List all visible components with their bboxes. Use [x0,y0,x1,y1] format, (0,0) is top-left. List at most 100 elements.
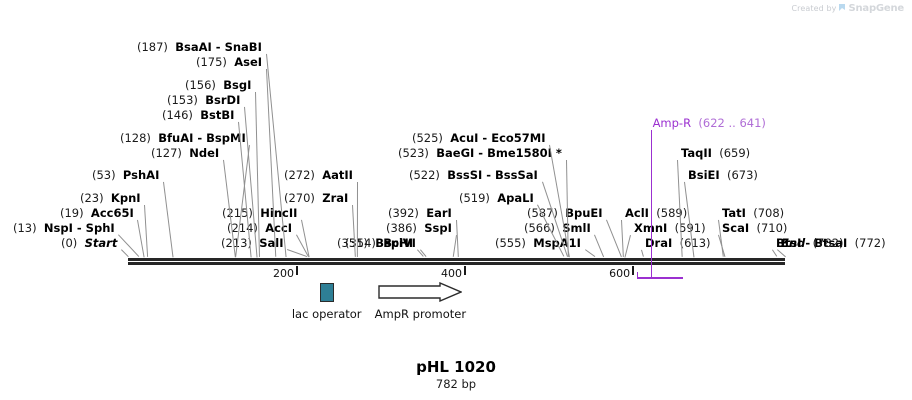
feature-label-lac-operator: lac operator [291,307,362,321]
enzyme-site-label: (386) SspI [386,221,452,235]
feature-ampr-promoter-arrow[interactable] [378,282,463,302]
site-enzymes: BsrDI [205,93,241,107]
enzyme-site-label: (187) BsaAI - SnaBI [137,40,262,54]
backbone-strand-top [128,258,785,261]
enzyme-site-label: ScaI (710) [722,221,787,235]
enzyme-site-label: (392) EarI [388,206,452,220]
site-position: (214) [227,221,258,235]
feature-ampr-marker-line [650,130,653,277]
site-enzymes: NspI - SphI [43,221,115,235]
snapgene-watermark: Created by SnapGene [791,3,904,14]
site-position: (354) [345,236,376,250]
site-position: (523) [398,146,429,160]
site-position: (519) [459,191,490,205]
site-position: (146) [162,108,193,122]
ruler-tick [296,266,299,275]
label-gap [667,221,674,235]
leader-line [163,181,174,257]
leader-line [452,235,457,258]
leader-line [772,249,778,257]
leader-line [594,234,605,257]
site-enzymes: ZraI [322,191,349,205]
site-position: (351) [337,236,368,250]
site-position: (659) [719,146,751,160]
label-gap [116,168,123,182]
site-enzymes: AatII [322,168,353,182]
site-enzymes: BciVI [383,236,416,250]
site-position: (525) [412,131,443,145]
site-enzymes: BtsI - BtsaI [776,236,848,250]
site-enzymes: End [781,236,806,250]
enzyme-site-label: BtsI - BtsaI (772) [776,236,886,250]
site-position: (589) [656,206,688,220]
site-enzymes: SspI [424,221,452,235]
feature-name-amp-r: Amp-R [652,116,692,130]
site-enzymes: AccI [265,221,293,235]
site-enzymes: DraI [645,236,673,250]
enzyme-site-label: XmnI (591) [634,221,706,235]
feature-lac-operator[interactable] [319,283,334,302]
site-position: (13) [13,221,37,235]
watermark-brand: SnapGene [848,3,904,14]
feature-ampr-range-bracket[interactable] [636,277,683,279]
site-enzymes: BpuEI [565,206,603,220]
site-enzymes: Start [84,236,118,250]
ruler-tick [632,266,635,275]
site-enzymes: AcuI - Eco57MI [450,131,546,145]
leader-line [641,249,644,257]
enzyme-site-label: (351) BspHI [337,236,413,250]
site-position: (53) [92,168,116,182]
enzyme-site-label: (354) BciVI [345,236,416,250]
site-enzymes: BspHI [375,236,413,250]
site-position: (127) [151,146,182,160]
site-enzymes: BsiEI [688,168,720,182]
enzyme-site-label: (522) BssSI - BssSaI [409,168,538,182]
backbone-strand-bottom [128,262,785,265]
site-position: (19) [60,206,84,220]
enzyme-site-label: AclI (589) [625,206,687,220]
site-enzymes: SmlI [562,221,591,235]
leader-line [144,204,149,257]
site-enzymes: HincII [260,206,298,220]
enzyme-site-label: (19) Acc65I [60,206,134,220]
site-enzymes: BfuAI - BspMI [158,131,246,145]
site-position: (522) [409,168,440,182]
enzyme-site-label: (156) BsgI [185,78,251,92]
feature-label-ampr-promoter: AmpR promoter [374,307,467,321]
leader-line [777,249,786,257]
plasmid-length: 782 bp [435,377,477,391]
leader-line [584,249,595,257]
label-gap [104,191,111,205]
site-enzymes: PshAI [122,168,160,182]
enzyme-site-label: (13) NspI - SphI [13,221,115,235]
watermark-prefix: Created by [791,4,837,13]
site-enzymes: AseI [234,55,263,69]
ruler-tick-label: 200 [273,267,295,280]
enzyme-site-label: (53) PshAI [92,168,159,182]
leader-line [356,182,358,258]
ruler-tick [464,266,467,275]
enzyme-site-label: (153) BsrDI [167,93,240,107]
enzyme-site-label: End (782) [781,236,844,250]
enzyme-site-label: (270) ZraI [284,191,348,205]
page-title: pHL 1020 [416,358,496,376]
enzyme-site-label: (215) HincII [222,206,297,220]
enzyme-site-label: TatI (708) [722,206,784,220]
site-position: (187) [137,40,168,54]
site-position: (215) [222,206,253,220]
feature-label-amp-r[interactable]: Amp-R (622 .. 641) [653,116,766,130]
site-enzymes: BssSI - BssSaI [447,168,538,182]
site-enzymes: Acc65I [90,206,134,220]
enzyme-site-label: (0) Start [61,236,117,250]
enzyme-site-label: (23) KpnI [80,191,141,205]
leader-line [137,219,145,257]
label-gap [805,236,812,250]
site-enzymes: BsgI [223,78,252,92]
site-position: (270) [284,191,315,205]
site-position: (555) [495,236,526,250]
ruler-tick-label: 400 [441,267,463,280]
enzyme-site-label: (175) AseI [196,55,262,69]
label-gap [37,221,44,235]
site-position: (156) [185,78,216,92]
